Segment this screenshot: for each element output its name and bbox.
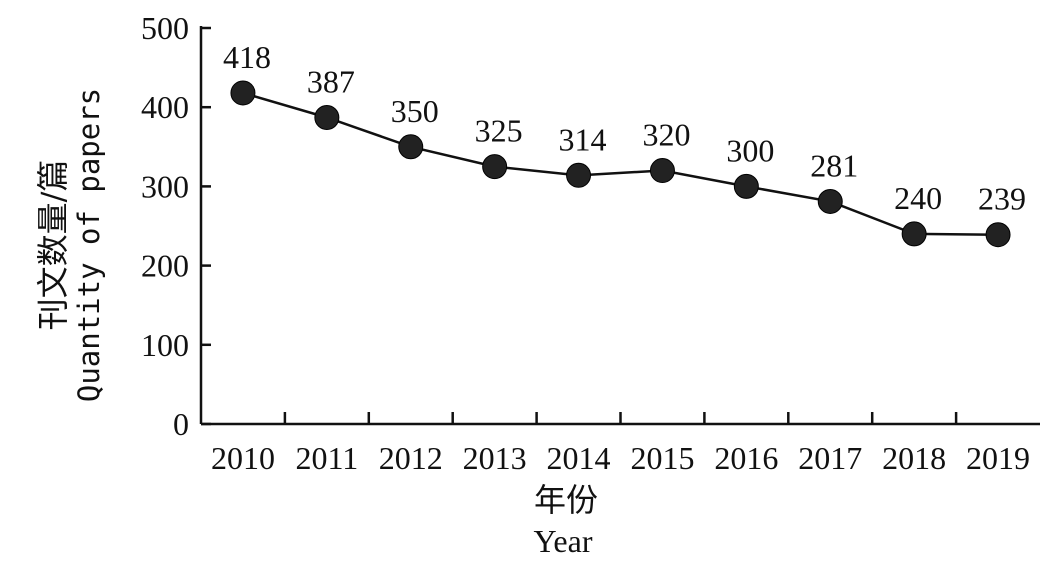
x-tick-label: 2016 <box>714 440 778 476</box>
data-point <box>901 221 927 247</box>
series-line <box>242 91 999 236</box>
y-tick-label: 500 <box>141 10 189 46</box>
x-tick-label: 2019 <box>966 440 1030 476</box>
data-label: 240 <box>894 180 942 216</box>
data-label: 300 <box>726 132 774 168</box>
y-tick-label: 100 <box>141 327 189 363</box>
x-tick-label: 2012 <box>379 440 443 476</box>
data-point <box>817 188 843 214</box>
data-label: 418 <box>223 39 271 75</box>
data-label: 387 <box>307 63 355 99</box>
x-tick-label: 2015 <box>630 440 694 476</box>
data-label: 350 <box>391 93 439 129</box>
x-tick-label: 2014 <box>547 440 611 476</box>
data-label: 314 <box>559 121 607 157</box>
series <box>230 80 1011 248</box>
x-tick-label: 2017 <box>798 440 862 476</box>
y-tick-label: 200 <box>141 248 189 284</box>
data-label: 281 <box>810 147 858 183</box>
data-point <box>482 154 508 180</box>
data-point <box>398 134 424 160</box>
x-tick-label: 2013 <box>463 440 527 476</box>
data-point <box>733 173 759 199</box>
data-label: 239 <box>978 181 1026 217</box>
y-tick-label: 0 <box>173 406 189 442</box>
x-tick-label: 2018 <box>882 440 946 476</box>
data-point <box>230 80 256 106</box>
x-axis-title-english: Year <box>534 523 593 559</box>
data-label: 320 <box>642 117 690 153</box>
data-point <box>566 162 592 188</box>
data-point <box>649 158 675 184</box>
x-tick-label: 2011 <box>295 440 358 476</box>
y-tick-label: 400 <box>141 89 189 125</box>
y-axis-title-chinese: 刊文数量/篇 <box>34 160 72 331</box>
data-labels: 418 387 350 325 314 320 300 281 240 239 <box>223 39 1026 217</box>
x-ticks: 2010 2011 2012 2013 2014 2015 2016 2017 2018 2019 <box>211 412 1030 476</box>
data-point <box>985 222 1011 248</box>
y-tick-label: 300 <box>141 168 189 204</box>
data-point <box>314 104 340 130</box>
x-axis-title-chinese: 年份 <box>534 481 598 519</box>
data-label: 325 <box>475 113 523 149</box>
y-axis-title-english: Quantity of papers <box>72 88 106 402</box>
x-tick-label: 2010 <box>211 440 275 476</box>
y-ticks: 0 100 200 300 400 500 <box>141 10 211 442</box>
